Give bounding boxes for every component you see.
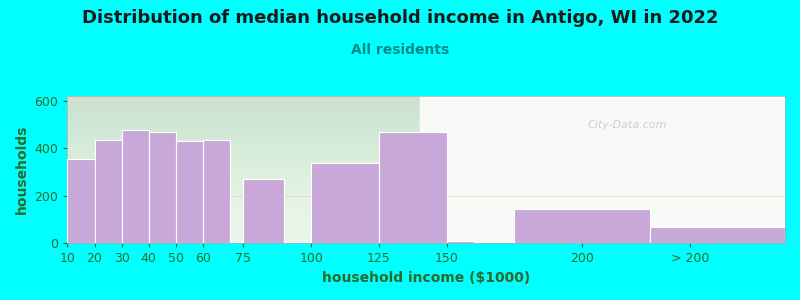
Bar	[243, 179, 284, 243]
Bar	[311, 163, 379, 243]
Bar	[514, 209, 650, 243]
Text: City-Data.com: City-Data.com	[587, 121, 667, 130]
Bar	[67, 159, 94, 243]
Bar	[419, 96, 785, 243]
Bar	[203, 140, 230, 243]
Bar	[94, 140, 122, 243]
X-axis label: household income ($1000): household income ($1000)	[322, 271, 530, 285]
Text: Distribution of median household income in Antigo, WI in 2022: Distribution of median household income …	[82, 9, 718, 27]
Bar	[379, 132, 446, 243]
Bar	[650, 227, 785, 243]
Bar	[122, 130, 149, 243]
Bar	[67, 96, 419, 243]
Y-axis label: households: households	[15, 125, 29, 214]
Text: All residents: All residents	[351, 44, 449, 58]
Bar	[446, 241, 474, 243]
Bar	[176, 141, 203, 243]
Bar	[149, 132, 176, 243]
